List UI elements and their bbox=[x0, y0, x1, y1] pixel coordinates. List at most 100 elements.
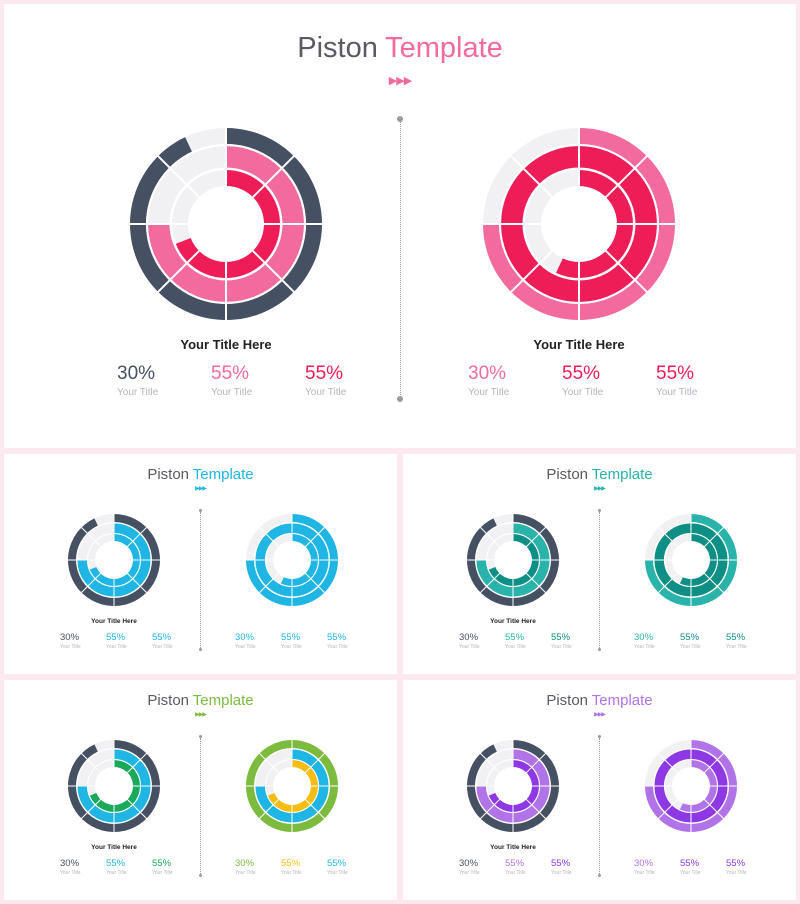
ring-separator bbox=[525, 798, 547, 820]
arrows-icon: ▶▶▶ bbox=[195, 712, 207, 718]
stat-caption: Your Title bbox=[281, 644, 302, 650]
divider bbox=[200, 738, 201, 876]
stat-caption: Your Title bbox=[680, 644, 701, 650]
stat-caption: Your Title bbox=[726, 870, 747, 876]
donut-chart-right bbox=[245, 739, 339, 833]
stat-caption: Your Title bbox=[634, 870, 655, 876]
slide-blue: Piston Template ▶▶▶ Your Title Here 30% You… bbox=[4, 454, 397, 674]
title-part1: Piston bbox=[147, 692, 190, 709]
divider-bottom-dot bbox=[598, 874, 601, 877]
ring-gap bbox=[664, 759, 718, 813]
panel-title: Your Title Here bbox=[490, 618, 536, 625]
donut-charts bbox=[67, 739, 339, 833]
ring-separator bbox=[156, 249, 201, 294]
ring-gap bbox=[653, 748, 729, 824]
ring-separator bbox=[657, 572, 679, 594]
divider bbox=[200, 512, 201, 650]
divider-top-dot bbox=[598, 509, 601, 512]
divider-top-dot bbox=[598, 735, 601, 738]
slide-main: Piston Template ▶▶▶ Your Title Here 30% You… bbox=[4, 4, 796, 448]
stat-caption: Your Title bbox=[468, 387, 510, 398]
slide-title: Piston Template bbox=[403, 692, 796, 709]
stat-caption: Your Title bbox=[505, 644, 526, 650]
stat-caption: Your Title bbox=[235, 644, 256, 650]
ring-gap bbox=[146, 144, 306, 304]
stat-caption: Your Title bbox=[505, 870, 526, 876]
stat-value: 55% bbox=[562, 363, 601, 384]
stat-caption: Your Title bbox=[680, 870, 701, 876]
divider-bottom-dot bbox=[199, 874, 202, 877]
stat-caption: Your Title bbox=[459, 870, 480, 876]
ring-gap bbox=[475, 522, 551, 598]
divider-bottom-dot bbox=[598, 648, 601, 651]
ring-gap bbox=[254, 748, 330, 824]
ring-separator bbox=[304, 798, 326, 820]
donut-chart-left bbox=[466, 513, 560, 607]
title-part2: Template bbox=[591, 466, 653, 483]
stat-caption: Your Title bbox=[656, 387, 698, 398]
donut-chart-left bbox=[67, 513, 161, 607]
ring-separator bbox=[703, 798, 725, 820]
stat-value: 55% bbox=[726, 632, 746, 643]
ring-separator bbox=[604, 154, 649, 199]
ring-separator bbox=[80, 752, 102, 774]
ring-separator bbox=[525, 752, 547, 774]
stat-value: 55% bbox=[305, 363, 344, 384]
stat-value: 55% bbox=[551, 632, 571, 643]
ring-gap bbox=[653, 522, 729, 598]
stat-caption: Your Title bbox=[551, 870, 572, 876]
ring-separator bbox=[657, 798, 679, 820]
donut-charts bbox=[466, 739, 738, 833]
ring-separator bbox=[251, 154, 296, 199]
donut-chart-right bbox=[644, 513, 738, 607]
slide-title: Piston Template bbox=[4, 466, 397, 483]
stat-caption: Your Title bbox=[211, 387, 253, 398]
ring-separator bbox=[525, 572, 547, 594]
arrows-icon: ▶▶▶ bbox=[594, 486, 606, 492]
ring-separator bbox=[304, 526, 326, 548]
donut-charts bbox=[67, 513, 339, 607]
stat-value: 30% bbox=[634, 858, 654, 869]
stat-caption: Your Title bbox=[459, 644, 480, 650]
donut-chart-left bbox=[67, 739, 161, 833]
divider-bottom-dot bbox=[199, 648, 202, 651]
ring-separator bbox=[258, 572, 280, 594]
donut-chart-left bbox=[129, 127, 323, 321]
title-part1: Piston bbox=[147, 466, 190, 483]
ring-gap bbox=[169, 167, 283, 281]
stat-value: 55% bbox=[152, 858, 172, 869]
stat-value: 55% bbox=[505, 858, 525, 869]
ring-separator bbox=[156, 154, 201, 199]
ring-separator bbox=[479, 752, 501, 774]
ring-gap bbox=[486, 759, 540, 813]
divider bbox=[599, 738, 600, 876]
title-part2: Template bbox=[192, 692, 254, 709]
slide-teal: Piston Template ▶▶▶ Your Title Here 30% You… bbox=[403, 454, 796, 674]
ring-gap bbox=[76, 522, 152, 598]
stat-value: 55% bbox=[327, 858, 347, 869]
ring-separator bbox=[657, 526, 679, 548]
ring-value-arc bbox=[556, 170, 634, 278]
ring-separator bbox=[509, 249, 554, 294]
stat-caption: Your Title bbox=[305, 387, 347, 398]
panel-title: Your Title Here bbox=[91, 844, 137, 851]
panel-title: Your Title Here bbox=[490, 844, 536, 851]
stat-value: 30% bbox=[235, 858, 255, 869]
stat-value: 55% bbox=[281, 632, 301, 643]
ring-separator bbox=[126, 572, 148, 594]
divider-bottom-dot bbox=[397, 396, 403, 402]
donut-charts bbox=[129, 127, 676, 321]
ring-separator bbox=[604, 249, 649, 294]
stat-value: 55% bbox=[327, 632, 347, 643]
ring-separator bbox=[258, 752, 280, 774]
divider bbox=[599, 512, 600, 650]
slide-purple: Piston Template ▶▶▶ Your Title Here 30% You… bbox=[403, 680, 796, 900]
ring-separator bbox=[703, 572, 725, 594]
stat-caption: Your Title bbox=[106, 870, 127, 876]
ring-separator bbox=[703, 526, 725, 548]
ring-gap bbox=[664, 533, 718, 587]
title-part1: Piston bbox=[297, 32, 378, 64]
ring-separator bbox=[703, 752, 725, 774]
ring-value-arc bbox=[280, 534, 319, 586]
donut-chart-right bbox=[245, 513, 339, 607]
